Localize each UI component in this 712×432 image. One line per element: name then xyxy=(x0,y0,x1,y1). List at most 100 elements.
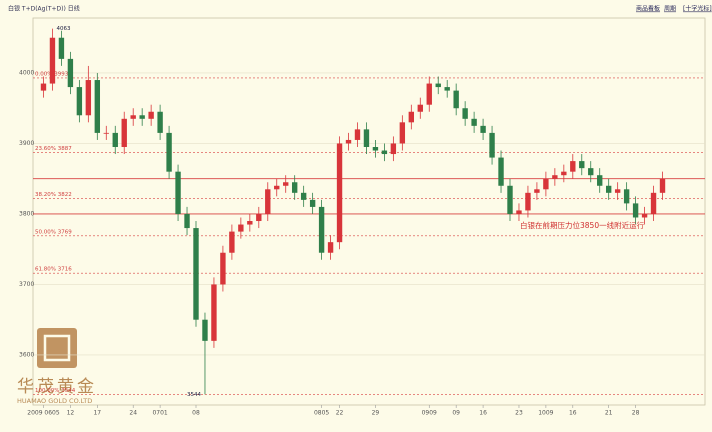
candle-body xyxy=(166,132,172,172)
candle-body xyxy=(363,129,370,147)
header-link[interactable]: 商品看板 xyxy=(636,5,660,13)
candle-body xyxy=(462,108,468,119)
candle-body xyxy=(588,168,594,176)
candle-body xyxy=(534,189,540,193)
candle-body xyxy=(211,284,217,341)
candle-body xyxy=(498,157,504,186)
candle-body xyxy=(336,143,343,243)
x-tick-label: 12 xyxy=(67,410,75,417)
candle-body xyxy=(543,178,549,190)
y-tick-label: 3700 xyxy=(19,281,34,288)
header-link[interactable]: [十字光标] xyxy=(683,5,712,13)
low-label: 3544 xyxy=(187,392,201,398)
x-tick-label: 2009 0605 xyxy=(27,410,60,417)
candle-body xyxy=(399,122,406,144)
candle-body xyxy=(85,80,92,116)
candle-body xyxy=(390,143,397,155)
candle-body xyxy=(426,83,432,105)
candle-body xyxy=(229,231,235,253)
fib-label: 38.20% 3822 xyxy=(35,192,72,198)
candle-body xyxy=(247,221,253,225)
candle-body xyxy=(58,37,65,59)
candle-body xyxy=(139,115,145,119)
candle-body xyxy=(372,147,379,151)
candle-body xyxy=(623,189,630,204)
x-tick-label: 23 xyxy=(515,410,523,417)
candle-body xyxy=(345,139,352,144)
candle-body xyxy=(300,192,307,200)
x-tick-label: 08 xyxy=(192,410,200,417)
candle-body xyxy=(597,175,603,186)
candle-body xyxy=(148,111,154,119)
candle-body xyxy=(283,182,289,186)
x-tick-label: 16 xyxy=(569,410,577,417)
candle-body xyxy=(327,242,334,253)
y-tick-label: 4000 xyxy=(19,69,34,76)
candle-body xyxy=(94,80,101,133)
candle-body xyxy=(238,224,244,232)
candle-body xyxy=(381,150,388,155)
candle-body xyxy=(561,171,567,176)
candle-body xyxy=(121,118,127,147)
candle-body xyxy=(318,206,325,253)
logo-name: 华茂黄金 xyxy=(17,377,97,397)
logo-icon xyxy=(37,328,77,368)
x-tick-label: 1009 xyxy=(538,410,553,417)
high-label: 4063 xyxy=(56,26,70,32)
x-tick-label: 17 xyxy=(93,410,101,417)
candle-body xyxy=(650,192,657,214)
candle-body xyxy=(507,185,513,214)
candle-body xyxy=(570,161,576,172)
candle-body xyxy=(471,118,477,126)
annotation: 白银在前期压力位3850一线附近运行 xyxy=(520,220,645,230)
candle-body xyxy=(605,185,612,193)
candle-body xyxy=(130,115,136,119)
y-tick-label: 3900 xyxy=(19,140,34,147)
candle-body xyxy=(309,199,316,207)
candle-body xyxy=(489,132,495,158)
candle-body xyxy=(49,37,56,84)
candle-body xyxy=(525,192,531,211)
candle-body xyxy=(157,111,163,133)
logo-subtitle: HUAMAO GOLD CO.LTD xyxy=(17,397,92,405)
x-tick-label: 24 xyxy=(129,410,137,417)
x-tick-label: 0909 xyxy=(422,410,437,417)
header-link[interactable]: 周期 xyxy=(664,5,676,13)
candle-body xyxy=(256,213,262,222)
candle-body xyxy=(202,319,208,341)
candle-body xyxy=(184,213,190,229)
candle-body xyxy=(40,83,47,91)
candle-body xyxy=(220,252,226,285)
candle-body xyxy=(76,87,83,116)
fib-label: 23.60% 3887 xyxy=(35,146,72,152)
candle-body xyxy=(516,210,522,214)
candle-body xyxy=(67,58,74,88)
x-tick-label: 21 xyxy=(605,410,613,417)
fib-label: 61.80% 3716 xyxy=(35,267,72,273)
x-tick-label: 22 xyxy=(336,410,344,417)
x-tick-label: 0805 xyxy=(314,410,329,417)
logo-icon-inner xyxy=(43,334,71,362)
candle-body xyxy=(579,161,585,169)
candle-body xyxy=(103,132,109,134)
candle-body xyxy=(614,189,621,193)
logo: 华茂黄金 HUAMAO GOLD CO.LTD xyxy=(17,328,97,405)
candle-body xyxy=(641,213,648,218)
y-tick-label: 3600 xyxy=(19,351,34,358)
x-tick-label: 29 xyxy=(372,410,380,417)
candle-body xyxy=(480,125,486,133)
candle-body xyxy=(291,182,298,193)
x-tick-label: 16 xyxy=(479,410,487,417)
candle-body xyxy=(354,129,361,140)
candle-body xyxy=(175,171,181,214)
candle-body xyxy=(659,178,666,193)
chart-header-title: 白银 T+D(Ag(T+D)) 日线 xyxy=(8,5,80,13)
plot-frame xyxy=(32,17,706,406)
fib-label: 50.00% 3769 xyxy=(35,229,72,235)
candle-body xyxy=(435,83,441,88)
candle-body xyxy=(408,111,415,123)
candle-body xyxy=(453,90,459,109)
x-tick-label: 09 xyxy=(452,410,460,417)
candle-body xyxy=(632,203,639,218)
